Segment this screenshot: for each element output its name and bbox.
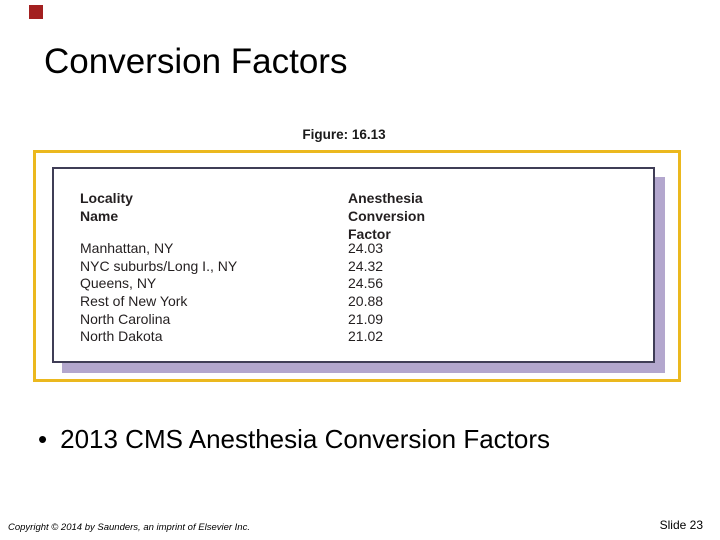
factor-cell: 20.88 xyxy=(348,293,384,310)
factor-cell: 21.02 xyxy=(348,328,384,345)
table-row: Rest of New York 20.88 xyxy=(80,293,600,311)
locality-cell: North Carolina xyxy=(80,310,171,327)
table-header-factor: Anesthesia Conversion Factor xyxy=(348,190,426,242)
bullet-text: 2013 CMS Anesthesia Conversion Factors xyxy=(60,424,551,454)
factor-cell: 24.56 xyxy=(348,275,384,292)
table-row: NYC suburbs/Long I., NY 24.32 xyxy=(80,258,600,276)
figure-image-box xyxy=(52,167,655,363)
slide-title: Conversion Factors xyxy=(44,42,348,81)
table-header-locality: Locality Name xyxy=(80,190,133,224)
locality-cell: NYC suburbs/Long I., NY xyxy=(80,257,238,274)
bullet-item: • 2013 CMS Anesthesia Conversion Factors xyxy=(38,424,550,455)
bullet-icon: • xyxy=(38,424,48,454)
table-row: North Carolina 21.09 xyxy=(80,311,600,329)
locality-cell: Queens, NY xyxy=(80,275,157,292)
conversion-factor-table: Manhattan, NY 24.03 NYC suburbs/Long I.,… xyxy=(80,240,600,346)
table-row: Queens, NY 24.56 xyxy=(80,275,600,293)
table-row: Manhattan, NY 24.03 xyxy=(80,240,600,258)
figure-caption: Figure: 16.13 xyxy=(302,127,386,142)
slide-number: Slide 23 xyxy=(659,518,703,532)
red-square-decoration xyxy=(29,5,43,19)
table-row: North Dakota 21.02 xyxy=(80,328,600,346)
factor-cell: 24.32 xyxy=(348,257,384,274)
factor-cell: 21.09 xyxy=(348,310,384,327)
locality-cell: Rest of New York xyxy=(80,293,188,310)
factor-cell: 24.03 xyxy=(348,240,384,256)
copyright-notice: Copyright © 2014 by Saunders, an imprint… xyxy=(8,522,250,533)
locality-cell: Manhattan, NY xyxy=(80,240,174,256)
locality-cell: North Dakota xyxy=(80,328,163,345)
